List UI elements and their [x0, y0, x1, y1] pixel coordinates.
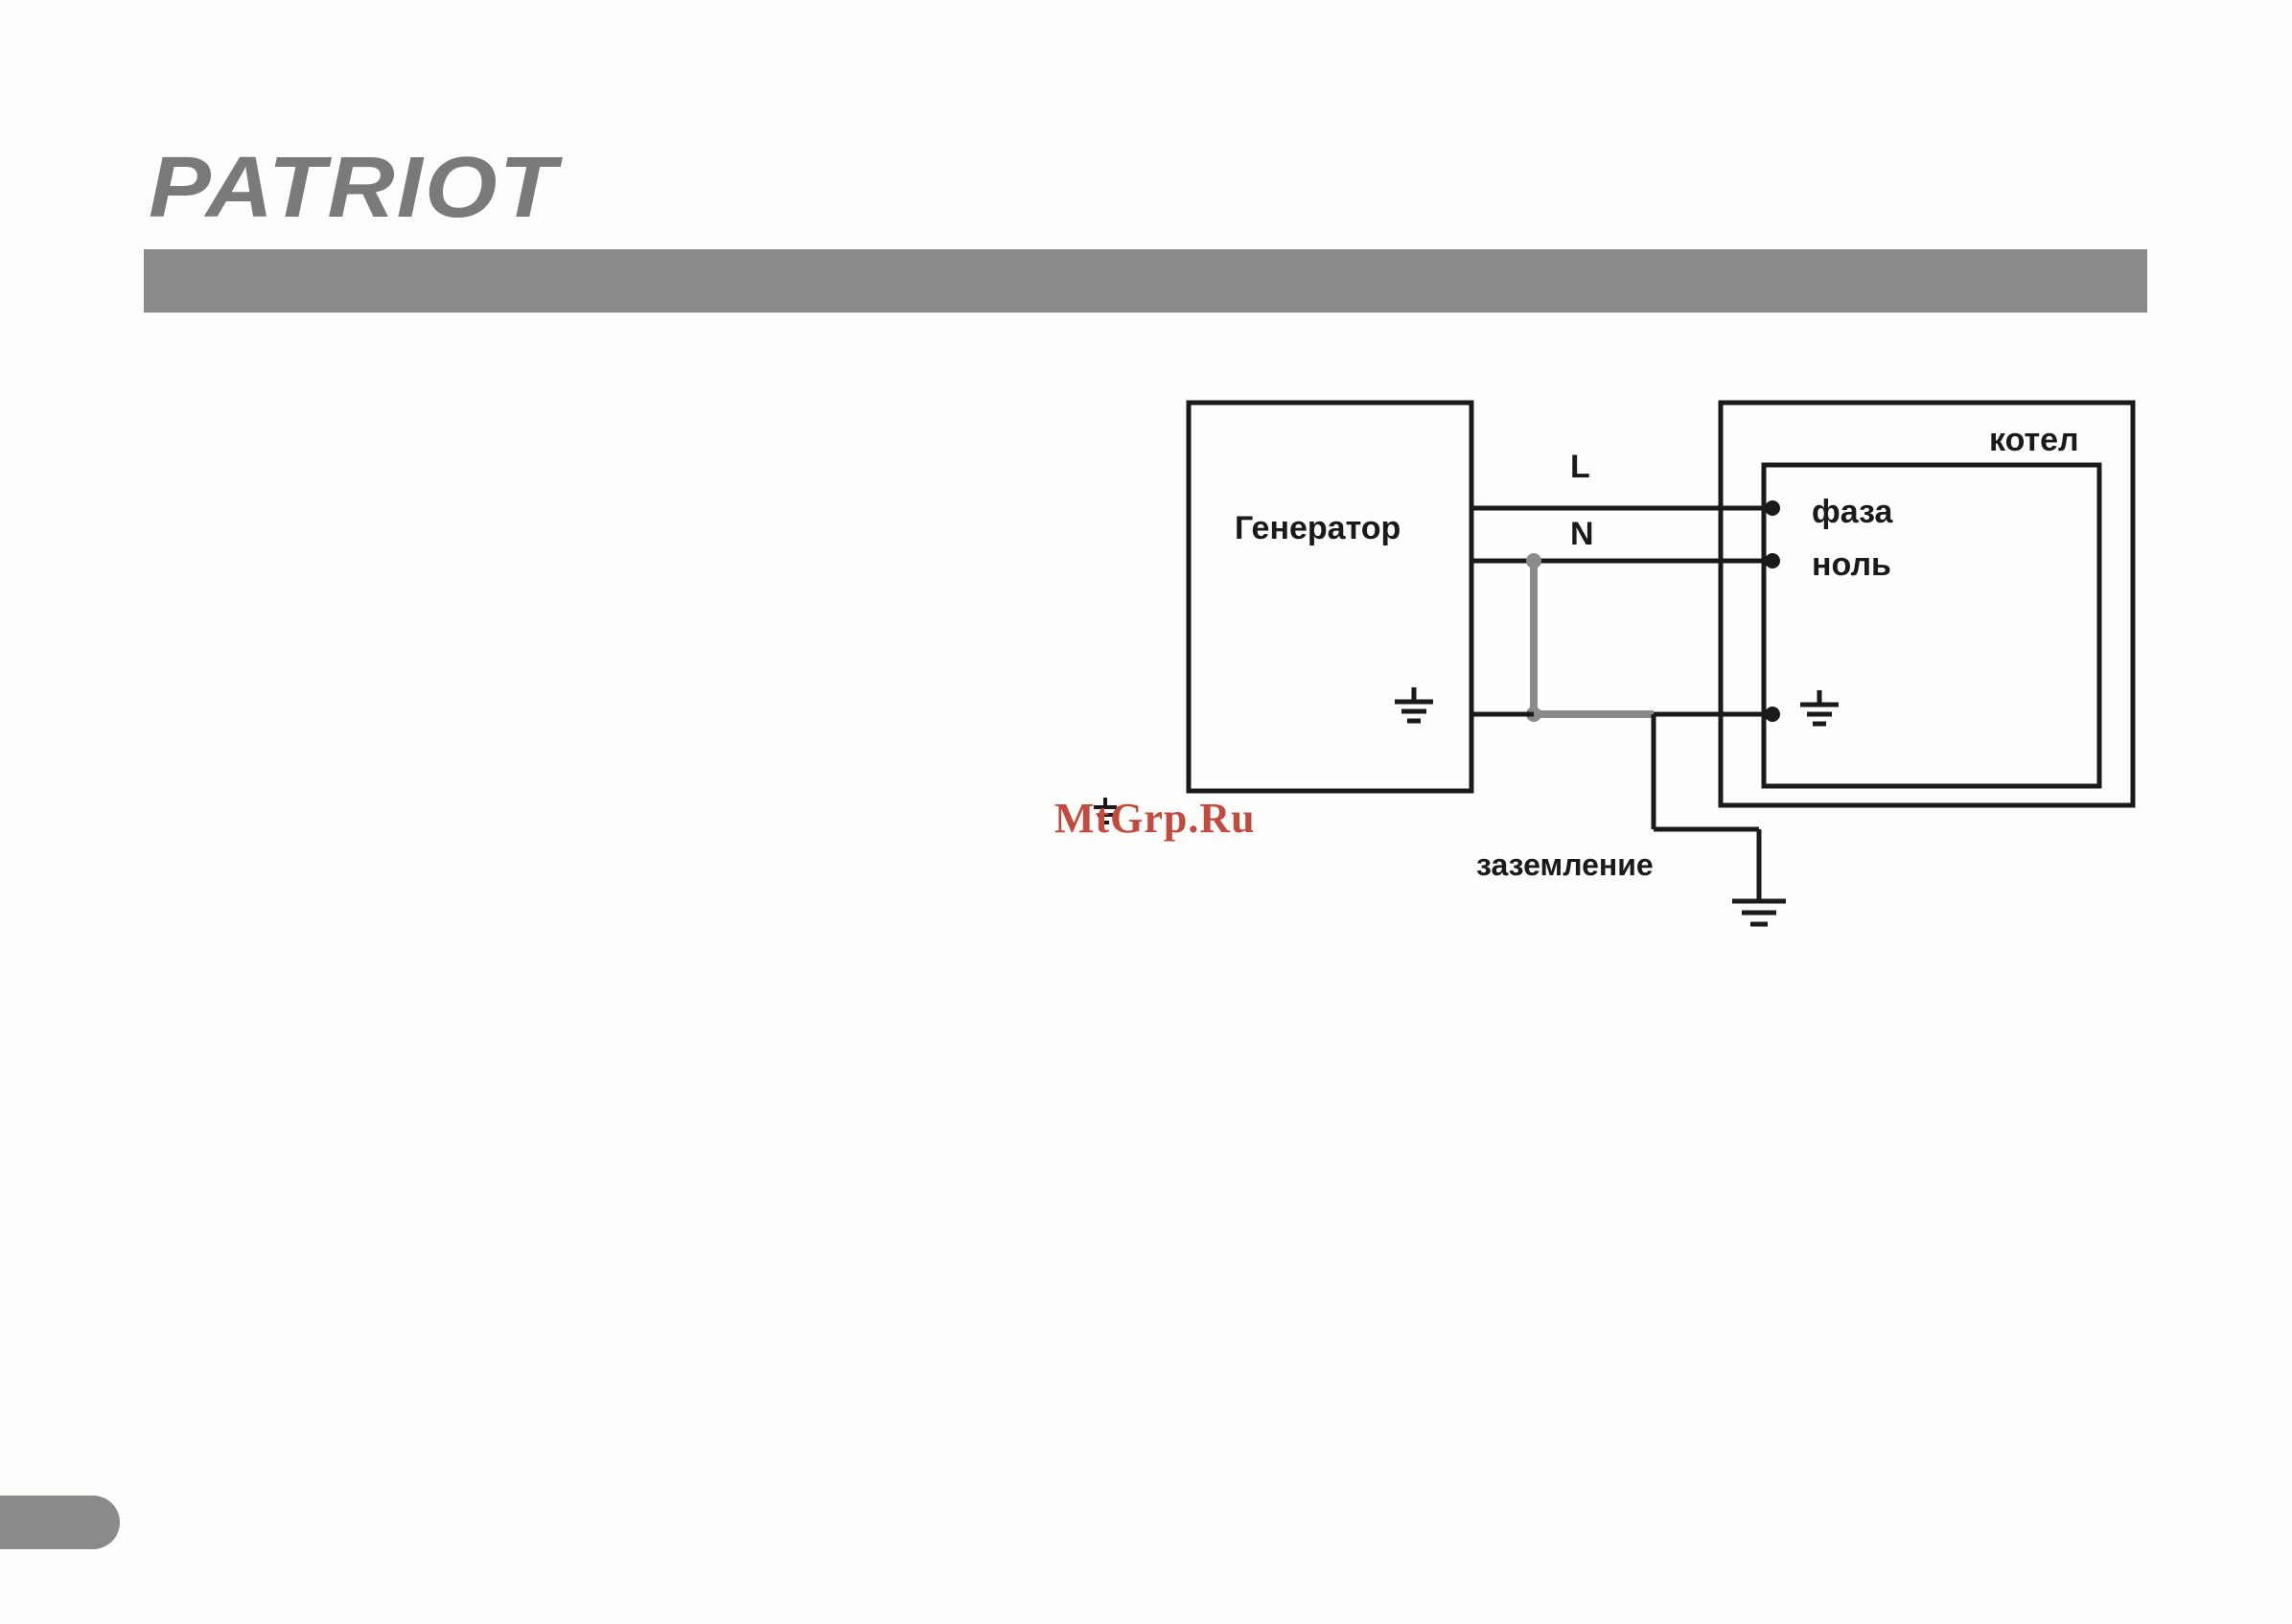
watermark-text: MtGrp.Ru [1054, 794, 1256, 843]
ground-symbol-boiler [1800, 690, 1839, 724]
brand-logo-text: PATRIOT [149, 139, 558, 238]
terminal-ground-dot [1765, 707, 1780, 722]
wire-l-label: фаза [1812, 494, 1894, 530]
wire-n-label: ноль [1812, 546, 1891, 583]
ground-symbol-main [1732, 901, 1786, 924]
boiler-label: котел [1989, 422, 2079, 458]
document-page: PATRIOT Генератор котел L фаза N ноль [0, 0, 2292, 1624]
wire-l-letter: L [1570, 449, 1590, 485]
generator-label: Генератор [1235, 510, 1401, 546]
header-separator-bar [144, 249, 2147, 313]
generator-block [1189, 403, 1471, 791]
ground-symbol-generator [1395, 687, 1433, 721]
wiring-diagram: Генератор котел L фаза N ноль [1179, 393, 2138, 949]
ground-label: заземление [1476, 847, 1654, 882]
wire-n-letter: N [1570, 516, 1594, 552]
page-number-tab [0, 1496, 120, 1549]
terminal-l-dot [1765, 500, 1780, 516]
bond-junction-top [1526, 553, 1541, 568]
terminal-n-dot [1765, 553, 1780, 568]
